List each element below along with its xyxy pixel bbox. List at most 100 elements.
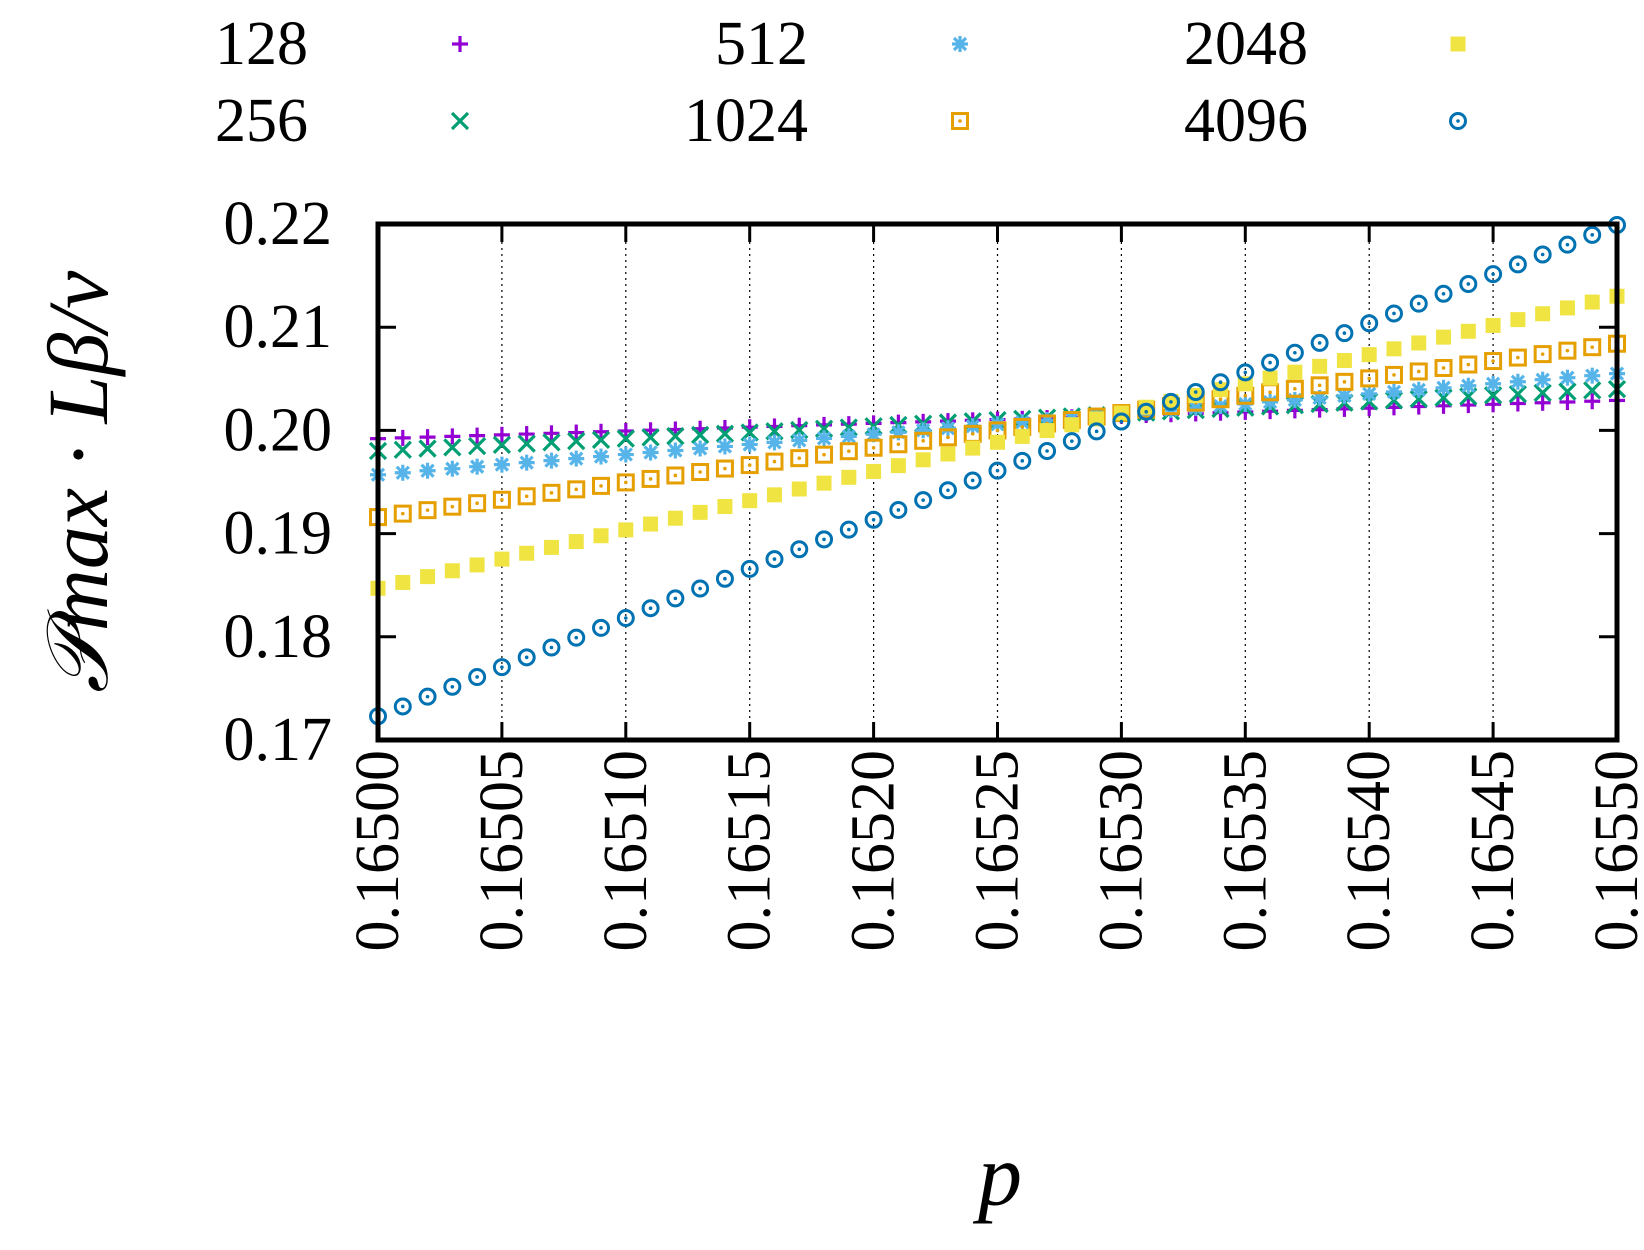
data-point [1384,304,1403,323]
x-tick-label: 0.16530 [1087,750,1155,952]
data-point [1014,428,1030,444]
data-point [715,424,735,443]
data-point [1583,225,1602,244]
data-point [889,435,908,454]
data-point [467,436,487,456]
data-point [691,579,710,598]
data-point [1558,235,1577,254]
legend-marker-1024 [951,112,969,130]
series-4096 [369,216,1626,726]
data-point [593,423,610,440]
data-point [1262,393,1279,410]
data-point [1361,347,1377,363]
data-point [419,462,436,479]
data-point [938,428,957,447]
series-1024 [369,334,1626,527]
data-point [840,428,857,445]
data-point [443,497,462,516]
data-point [1039,423,1055,439]
x-tick-label: 0.16500 [344,750,412,952]
data-point [1533,383,1552,402]
data-point [1485,317,1501,333]
data-point [866,463,882,479]
data-point [1287,364,1303,380]
data-point [815,530,834,549]
data-point [1559,369,1576,386]
data-point [468,667,487,686]
data-point [1534,394,1551,411]
data-point [444,563,460,579]
data-point [1584,367,1601,384]
data-point [1335,372,1354,391]
data-point [394,464,411,481]
data-point [641,469,660,488]
data-point [666,427,685,446]
grid-lines [501,224,1494,740]
data-point [1112,412,1131,431]
data-point [1013,451,1032,470]
legend-marker-512 [952,36,968,52]
data-point [1312,358,1328,374]
data-point [890,458,906,474]
data-point [567,628,586,647]
data-point [765,452,784,471]
data-point [766,434,783,451]
data-point [940,446,956,462]
data-point [1062,432,1081,451]
data-point [517,434,536,453]
data-point [393,504,412,523]
data-point [740,456,759,475]
data-point [1161,392,1180,411]
data-point [791,481,807,497]
data-point [493,456,510,473]
legend-label-2048: 2048 [1184,10,1308,78]
data-point [1236,363,1255,382]
data-point [1385,383,1402,400]
data-point [1434,358,1453,377]
data-point [667,442,684,459]
y-tick-label: 0.18 [224,603,333,671]
data-point [1535,306,1551,322]
data-point [740,559,759,578]
data-point [1584,393,1601,410]
data-point [1089,411,1105,427]
x-tick-label: 0.16510 [592,750,660,952]
data-point [394,429,411,446]
data-point [643,516,659,532]
data-point [1064,417,1080,433]
data-point [816,430,833,447]
y-tick-label: 0.19 [224,500,333,568]
data-point [393,440,412,459]
data-point [468,494,487,513]
data-point [1485,375,1502,392]
data-point [443,677,462,696]
data-point [444,460,461,477]
data-point [791,432,808,449]
data-point [567,480,586,499]
data-point [816,475,832,491]
data-point [593,528,609,544]
data-point [518,454,535,471]
data-point [1361,385,1378,402]
data-point [692,440,709,457]
data-point [1459,274,1478,293]
data-point [1285,379,1304,398]
data-point [864,438,883,457]
data-point [517,648,536,667]
data-point [915,422,932,439]
data-point [420,569,436,585]
data-point [568,424,585,441]
data-point [419,429,436,446]
data-point [715,459,734,478]
legend-label-4096: 4096 [1184,87,1308,155]
data-point [1211,373,1230,392]
data-point [543,425,560,442]
data-point [691,425,710,445]
data-point [717,499,733,515]
data-point [1384,365,1403,384]
data-point [914,491,933,510]
data-point [494,551,510,567]
data-point [568,450,585,467]
data-point [914,431,933,450]
data-point [716,438,733,455]
